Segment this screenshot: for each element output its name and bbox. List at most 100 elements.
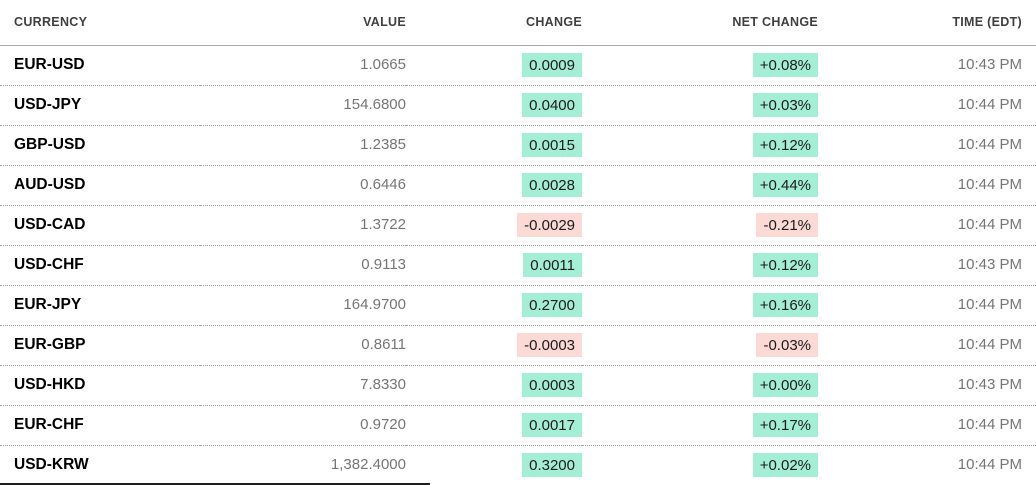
change-badge: 0.0028 [522,172,582,198]
value-cell: 0.6446 [200,165,406,206]
net-change-badge: +0.08% [752,52,818,78]
time-cell: 10:44 PM [818,205,1036,246]
time-cell: 10:43 PM [818,365,1036,406]
time-cell: 10:44 PM [818,85,1036,126]
table-row: EUR-USD 1.0665 0.0009 +0.08% 10:43 PM [0,45,1036,86]
net-change-badge: +0.03% [752,92,818,118]
time-text: 10:44 PM [957,216,1022,233]
time-cell: 10:44 PM [818,165,1036,206]
time-text: 10:44 PM [957,176,1022,193]
value-cell: 0.9720 [200,405,406,446]
net-change-badge: +0.12% [752,252,818,278]
value-cell: 7.8330 [200,365,406,406]
value-cell: 164.9700 [200,285,406,326]
currency-cell: USD-CHF [0,245,200,286]
value-text: 0.8611 [361,336,406,353]
net-change-cell: +0.17% [582,405,818,446]
time-cell: 10:44 PM [818,125,1036,166]
change-cell: 0.0003 [406,365,582,406]
net-change-cell: +0.12% [582,125,818,166]
currency-pair-link[interactable]: EUR-GBP [14,336,86,353]
column-header-value: VALUE [200,0,406,46]
change-badge: -0.0029 [517,212,582,238]
net-change-cell: +0.44% [582,165,818,206]
table-row: USD-CAD 1.3722 -0.0029 -0.21% 10:44 PM [0,205,1036,246]
net-change-badge: +0.16% [752,292,818,318]
net-change-badge: +0.12% [752,132,818,158]
value-text: 0.9720 [360,416,406,433]
value-text: 1.3722 [360,216,406,233]
value-text: 164.9700 [343,296,406,313]
time-text: 10:43 PM [957,376,1022,393]
header-row: CURRENCY VALUE CHANGE NET CHANGE TIME (E… [0,0,1036,46]
time-cell: 10:44 PM [818,445,1036,485]
currency-pair-link[interactable]: EUR-CHF [14,416,84,433]
table-row: GBP-USD 1.2385 0.0015 +0.12% 10:44 PM [0,125,1036,166]
value-text: 1.2385 [360,136,406,153]
change-badge: 0.2700 [522,292,582,318]
time-text: 10:44 PM [957,456,1022,474]
time-cell: 10:43 PM [818,245,1036,286]
currency-cell: USD-HKD [0,365,200,406]
table-row: USD-HKD 7.8330 0.0003 +0.00% 10:43 PM [0,365,1036,406]
currency-cell: USD-CAD [0,205,200,246]
time-text: 10:44 PM [957,416,1022,433]
net-change-cell: -0.03% [582,325,818,366]
value-text: 7.8330 [360,376,406,393]
time-text: 10:44 PM [957,96,1022,113]
time-text: 10:44 PM [957,136,1022,153]
value-cell: 0.9113 [200,245,406,286]
time-cell: 10:43 PM [818,45,1036,86]
table-row: USD-JPY 154.6800 0.0400 +0.03% 10:44 PM [0,85,1036,126]
value-cell: 0.8611 [200,325,406,366]
change-badge: -0.0003 [517,332,582,358]
time-text: 10:43 PM [957,56,1022,73]
value-cell: 1,382.4000 [200,445,406,485]
net-change-badge: -0.03% [756,332,818,358]
time-cell: 10:44 PM [818,285,1036,326]
change-badge: 0.0400 [522,92,582,118]
currency-pair-link[interactable]: USD-HKD [14,376,86,393]
change-badge: 0.0017 [522,412,582,438]
currency-pair-link[interactable]: AUD-USD [14,176,86,193]
net-change-cell: +0.12% [582,245,818,286]
value-cell: 154.6800 [200,85,406,126]
value-text: 0.9113 [361,256,406,273]
net-change-badge: +0.02% [752,453,818,478]
currency-cell: EUR-CHF [0,405,200,446]
column-header-change: CHANGE [406,0,582,46]
change-badge: 0.0015 [522,132,582,158]
currency-cell: USD-KRW [0,445,200,485]
currency-pair-link[interactable]: GBP-USD [14,136,86,153]
currency-pair-link[interactable]: USD-CHF [14,256,84,273]
change-cell: 0.2700 [406,285,582,326]
net-change-cell: +0.00% [582,365,818,406]
value-text: 154.6800 [343,96,406,113]
net-change-badge: +0.00% [752,372,818,398]
net-change-cell: +0.02% [582,445,818,485]
net-change-cell: +0.16% [582,285,818,326]
net-change-badge: +0.44% [752,172,818,198]
table-row: EUR-JPY 164.9700 0.2700 +0.16% 10:44 PM [0,285,1036,326]
time-text: 10:44 PM [957,296,1022,313]
time-cell: 10:44 PM [818,405,1036,446]
table-row: USD-KRW 1,382.4000 0.3200 +0.02% 10:44 PM [0,445,1036,485]
value-cell: 1.0665 [200,45,406,86]
currency-pair-link[interactable]: USD-JPY [14,96,82,113]
time-text: 10:44 PM [957,336,1022,353]
net-change-badge: -0.21% [756,212,818,238]
value-cell: 1.2385 [200,125,406,166]
currency-pair-link[interactable]: EUR-JPY [14,296,82,313]
currency-pair-link[interactable]: EUR-USD [14,56,85,73]
change-badge: 0.3200 [522,453,582,478]
currency-pair-link[interactable]: USD-KRW [14,456,89,474]
value-text: 1,382.4000 [330,456,406,474]
bottom-edge-line [0,483,430,485]
change-cell: 0.0017 [406,405,582,446]
change-cell: 0.0011 [406,245,582,286]
currency-pair-link[interactable]: USD-CAD [14,216,86,233]
net-change-cell: +0.03% [582,85,818,126]
change-cell: 0.0015 [406,125,582,166]
